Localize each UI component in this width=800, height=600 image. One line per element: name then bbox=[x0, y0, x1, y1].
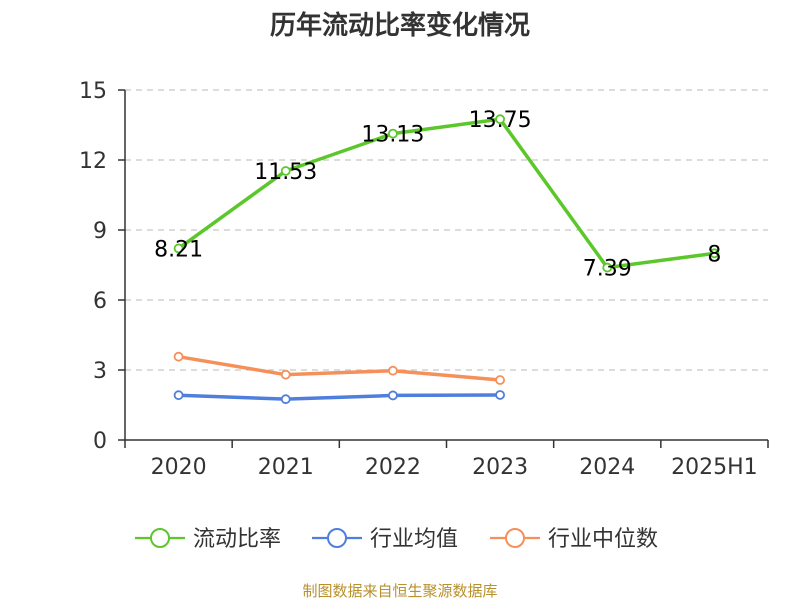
source-note: 制图数据来自恒生聚源数据库 bbox=[302, 582, 497, 600]
legend[interactable]: 流动比率 行业均值 行业中位数 bbox=[135, 527, 658, 552]
legend-marker bbox=[327, 528, 347, 548]
data-point bbox=[495, 375, 505, 385]
data-labels: 8.21 11.53 13.13 13.75 7.39 8 bbox=[154, 108, 721, 281]
legend-item[interactable]: 行业均值 bbox=[312, 527, 458, 552]
data-point bbox=[709, 248, 720, 259]
legend-marker bbox=[505, 528, 525, 548]
chart-title: 历年流动比率变化情况 bbox=[270, 10, 530, 41]
data-point bbox=[495, 390, 505, 400]
legend-label: 行业均值 bbox=[370, 527, 458, 552]
x-tick-label: 2020 bbox=[151, 455, 207, 480]
y-tick-label: 15 bbox=[79, 79, 107, 104]
data-point bbox=[173, 351, 184, 362]
x-tick-label: 2023 bbox=[472, 455, 528, 480]
data-point bbox=[280, 166, 291, 176]
data-point bbox=[388, 390, 398, 401]
data-point bbox=[173, 243, 184, 254]
data-point bbox=[495, 114, 505, 125]
y-tick-label: 9 bbox=[93, 219, 107, 244]
data-point bbox=[173, 390, 184, 401]
x-tick-label: 2022 bbox=[365, 455, 421, 480]
x-tick-label: 2025H1 bbox=[671, 455, 758, 480]
series-line bbox=[176, 117, 717, 270]
series-line bbox=[176, 354, 502, 382]
series-layer bbox=[173, 114, 720, 405]
legend-label: 行业中位数 bbox=[548, 527, 658, 552]
axes: 0 3 6 9 12 15 2020 2021 2022 2023 2024 2025H1 bbox=[79, 79, 769, 480]
data-point bbox=[602, 262, 613, 273]
data-label: 7.39 bbox=[583, 257, 632, 282]
legend-label: 流动比率 bbox=[193, 527, 281, 552]
data-label: 13.13 bbox=[361, 123, 424, 148]
data-point bbox=[280, 369, 291, 380]
x-tick-label: 2024 bbox=[579, 455, 635, 480]
data-label: 13.75 bbox=[469, 108, 532, 133]
y-tick-label: 3 bbox=[93, 359, 107, 384]
data-point bbox=[388, 128, 398, 139]
data-label: 8.21 bbox=[154, 237, 203, 262]
data-point bbox=[280, 394, 291, 405]
grid-lines bbox=[125, 89, 768, 371]
x-tick-label: 2021 bbox=[258, 455, 314, 480]
legend-item[interactable]: 行业中位数 bbox=[490, 527, 658, 552]
data-point bbox=[388, 365, 398, 376]
data-label: 11.53 bbox=[254, 160, 317, 185]
series-line bbox=[176, 393, 502, 401]
y-tick-label: 12 bbox=[79, 149, 107, 174]
y-tick-label: 6 bbox=[93, 289, 107, 314]
legend-item[interactable]: 流动比率 bbox=[135, 527, 281, 552]
data-label: 8 bbox=[707, 242, 721, 267]
legend-marker bbox=[150, 528, 170, 548]
y-tick-label: 0 bbox=[93, 429, 107, 454]
